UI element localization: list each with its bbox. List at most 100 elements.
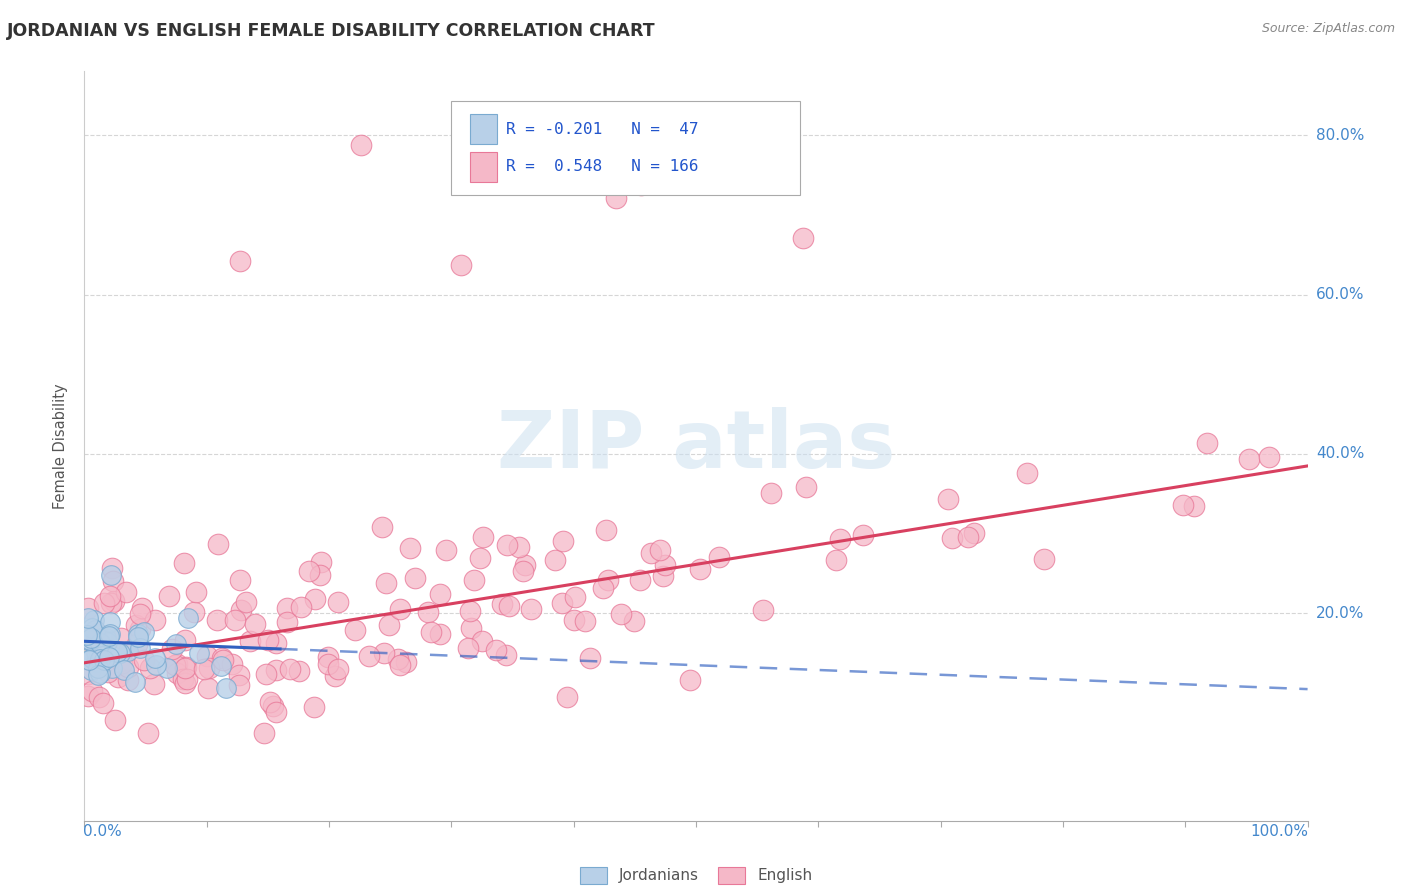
Point bbox=[792, 230, 814, 244]
Point bbox=[176, 672, 198, 686]
Point bbox=[828, 533, 851, 547]
Point bbox=[373, 646, 395, 660]
Point bbox=[87, 661, 110, 675]
Point bbox=[640, 546, 662, 560]
Point bbox=[551, 534, 574, 549]
Point bbox=[963, 525, 986, 540]
Point bbox=[89, 636, 111, 650]
Point bbox=[231, 603, 253, 617]
Point bbox=[416, 606, 439, 620]
Point bbox=[111, 656, 134, 670]
Point bbox=[498, 599, 520, 614]
Point bbox=[82, 621, 104, 635]
Point bbox=[156, 661, 179, 675]
Point bbox=[145, 613, 167, 627]
Point bbox=[491, 597, 513, 611]
Point bbox=[309, 555, 332, 569]
Point bbox=[173, 556, 195, 570]
Point bbox=[543, 552, 565, 566]
Point bbox=[316, 649, 339, 664]
Point bbox=[80, 651, 103, 665]
Point bbox=[370, 520, 392, 534]
Point bbox=[323, 669, 346, 683]
Point bbox=[90, 648, 112, 663]
Point bbox=[77, 653, 100, 667]
Point bbox=[184, 585, 207, 599]
Point bbox=[101, 661, 124, 675]
Point bbox=[343, 623, 366, 637]
Point bbox=[142, 676, 165, 690]
Point bbox=[357, 648, 380, 663]
Point bbox=[302, 699, 325, 714]
Point bbox=[266, 636, 288, 650]
Point bbox=[76, 611, 98, 625]
Point bbox=[243, 617, 266, 632]
Point bbox=[173, 675, 195, 690]
Point bbox=[404, 571, 426, 585]
Point bbox=[794, 481, 817, 495]
Point bbox=[209, 659, 232, 673]
Point bbox=[495, 648, 517, 662]
Point bbox=[429, 626, 451, 640]
Point bbox=[221, 657, 243, 672]
Point bbox=[89, 665, 111, 680]
Point bbox=[131, 600, 153, 615]
Point bbox=[551, 596, 574, 610]
Point bbox=[458, 604, 481, 618]
Point bbox=[98, 629, 121, 643]
Point bbox=[79, 663, 101, 677]
Point bbox=[472, 531, 495, 545]
Text: ZIP atlas: ZIP atlas bbox=[496, 407, 896, 485]
Text: 40.0%: 40.0% bbox=[1316, 447, 1364, 461]
Point bbox=[77, 667, 100, 681]
Point bbox=[378, 618, 401, 632]
Point bbox=[852, 528, 875, 542]
Point bbox=[515, 558, 537, 573]
Point bbox=[128, 641, 150, 656]
Point bbox=[651, 568, 673, 582]
Point bbox=[207, 537, 229, 551]
Point bbox=[512, 564, 534, 578]
Point bbox=[610, 607, 633, 622]
Point bbox=[117, 673, 139, 688]
Point bbox=[197, 681, 219, 695]
Point bbox=[211, 651, 233, 665]
Text: 100.0%: 100.0% bbox=[1251, 824, 1309, 838]
Point bbox=[212, 653, 235, 667]
Point bbox=[100, 596, 122, 610]
Text: Source: ZipAtlas.com: Source: ZipAtlas.com bbox=[1261, 22, 1395, 36]
Point bbox=[707, 550, 730, 565]
Point bbox=[264, 705, 287, 719]
Point bbox=[129, 623, 152, 637]
Point bbox=[290, 600, 312, 615]
Point bbox=[388, 602, 411, 616]
Point bbox=[630, 178, 652, 192]
Point bbox=[89, 652, 111, 666]
Text: JORDANIAN VS ENGLISH FEMALE DISABILITY CORRELATION CHART: JORDANIAN VS ENGLISH FEMALE DISABILITY C… bbox=[7, 22, 655, 40]
Point bbox=[107, 670, 129, 684]
Point bbox=[1033, 551, 1056, 566]
Point bbox=[214, 681, 236, 695]
Point bbox=[97, 665, 120, 679]
Point bbox=[262, 698, 284, 713]
Point bbox=[1257, 450, 1279, 464]
Point bbox=[90, 654, 112, 668]
Point bbox=[117, 644, 139, 658]
Point bbox=[136, 726, 159, 740]
Point bbox=[628, 573, 651, 587]
Point bbox=[259, 694, 281, 708]
Text: R =  0.548   N = 166: R = 0.548 N = 166 bbox=[506, 159, 699, 174]
Point bbox=[79, 633, 101, 648]
Point bbox=[309, 568, 332, 582]
Point bbox=[157, 589, 180, 603]
Text: 80.0%: 80.0% bbox=[1316, 128, 1364, 143]
Point bbox=[117, 660, 139, 674]
Point bbox=[1237, 451, 1260, 466]
Point bbox=[125, 617, 148, 632]
Point bbox=[166, 657, 188, 671]
Point bbox=[304, 591, 326, 606]
Point bbox=[555, 690, 578, 705]
Point bbox=[127, 630, 149, 644]
Point bbox=[108, 646, 131, 660]
Point bbox=[598, 573, 620, 587]
